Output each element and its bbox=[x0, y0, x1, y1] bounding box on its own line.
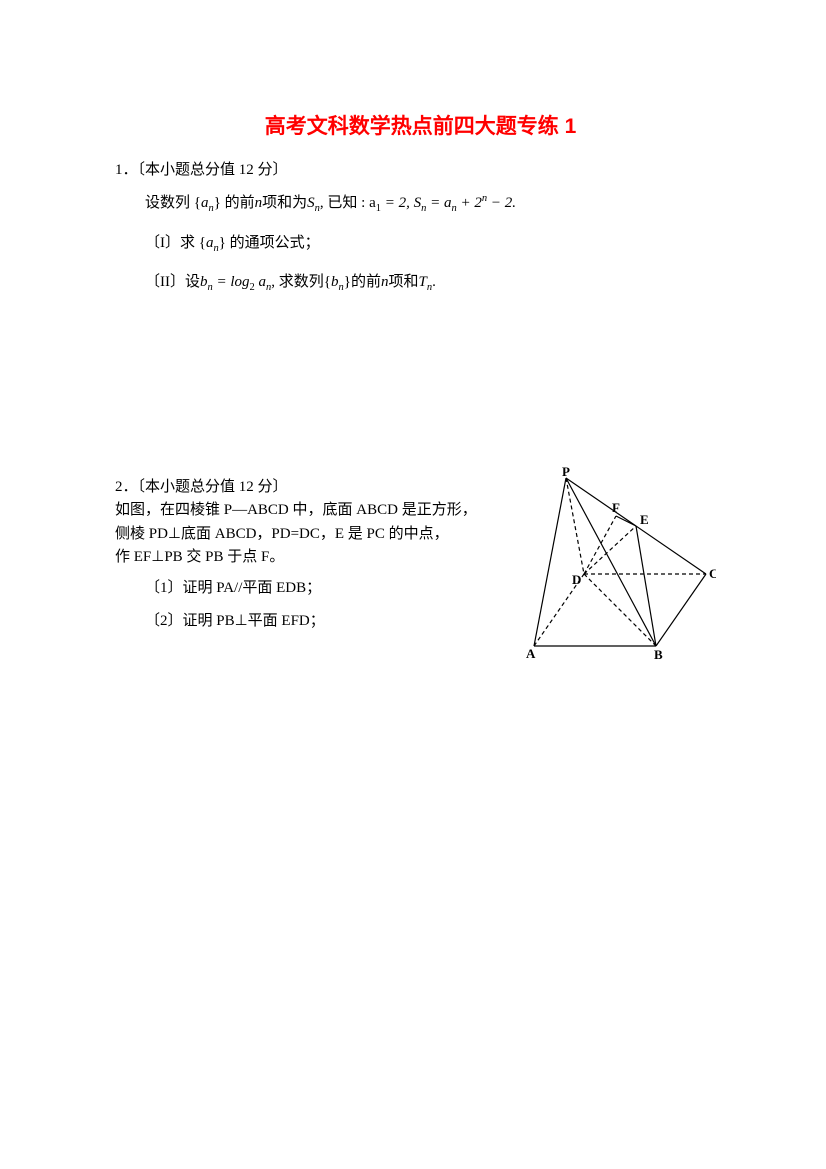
q1-mid1: } 的前 bbox=[214, 195, 255, 211]
q1-mid3: , 已知 : bbox=[320, 195, 369, 211]
q1-sub1-label: 〔I〕求 { bbox=[145, 235, 206, 251]
q1-sub2-label: 〔II〕设 bbox=[145, 274, 200, 290]
pyramid-figure: P A B C D E F bbox=[516, 466, 716, 661]
label-E: E bbox=[640, 512, 649, 527]
q1-part1: 〔I〕求 {an} 的通项公式； bbox=[145, 230, 726, 257]
label-P: P bbox=[562, 466, 570, 479]
q1-sub2-b: b bbox=[200, 274, 208, 290]
q1-sub2-mid: , 求数列{ bbox=[271, 274, 331, 290]
label-A: A bbox=[526, 646, 536, 661]
label-B: B bbox=[654, 647, 663, 661]
q1-header: 1．〔本小题总分值 12 分〕 bbox=[115, 158, 726, 182]
q2-sub2: 〔2〕证明 PB⊥平面 EFD； bbox=[145, 610, 495, 633]
label-C: C bbox=[709, 566, 716, 581]
page-title: 高考文科数学热点前四大题专练 1 bbox=[115, 110, 726, 140]
question-2: 2．〔本小题总分值 12 分〕 如图，在四棱锥 P—ABCD 中，底面 ABCD… bbox=[115, 476, 726, 634]
q1-sub2-T: T bbox=[418, 274, 426, 290]
q1-part2: 〔II〕设bn = log2 an, 求数列{bn}的前n项和Tn. bbox=[145, 269, 726, 296]
q1-mid2: 项和为 bbox=[262, 195, 307, 211]
q2-line3: 作 EF⊥PB 交 PB 于点 F。 bbox=[115, 546, 495, 569]
q1-text: 设数列 {an} 的前n项和为Sn, 已知 : a1 = 2, Sn = an … bbox=[145, 188, 726, 218]
q1-sub2-mid3: 项和 bbox=[388, 274, 418, 290]
label-F: F bbox=[612, 500, 620, 515]
q2-line2: 侧棱 PD⊥底面 ABCD，PD=DC，E 是 PC 的中点， bbox=[115, 523, 495, 546]
q2-header: 2．〔本小题总分值 12 分〕 bbox=[115, 476, 495, 499]
q2-sub1: 〔1〕证明 PA//平面 EDB； bbox=[145, 577, 495, 600]
q1-sub2-mid2: }的前 bbox=[344, 274, 381, 290]
q2-line1: 如图，在四棱锥 P—ABCD 中，底面 ABCD 是正方形， bbox=[115, 499, 495, 522]
label-D: D bbox=[572, 572, 581, 587]
q1-sub2-a: a bbox=[255, 274, 266, 290]
q1-S: S bbox=[307, 195, 315, 211]
q1-sub2-b2: b bbox=[331, 274, 339, 290]
q1-sub2-eq: = log bbox=[213, 274, 250, 290]
q1-sub1-end: } 的通项公式； bbox=[219, 235, 320, 251]
question-1: 1．〔本小题总分值 12 分〕 设数列 {an} 的前n项和为Sn, 已知 : … bbox=[115, 158, 726, 296]
q1-sub2-end: . bbox=[432, 274, 436, 290]
q1-text-prefix: 设数列 { bbox=[145, 195, 201, 211]
